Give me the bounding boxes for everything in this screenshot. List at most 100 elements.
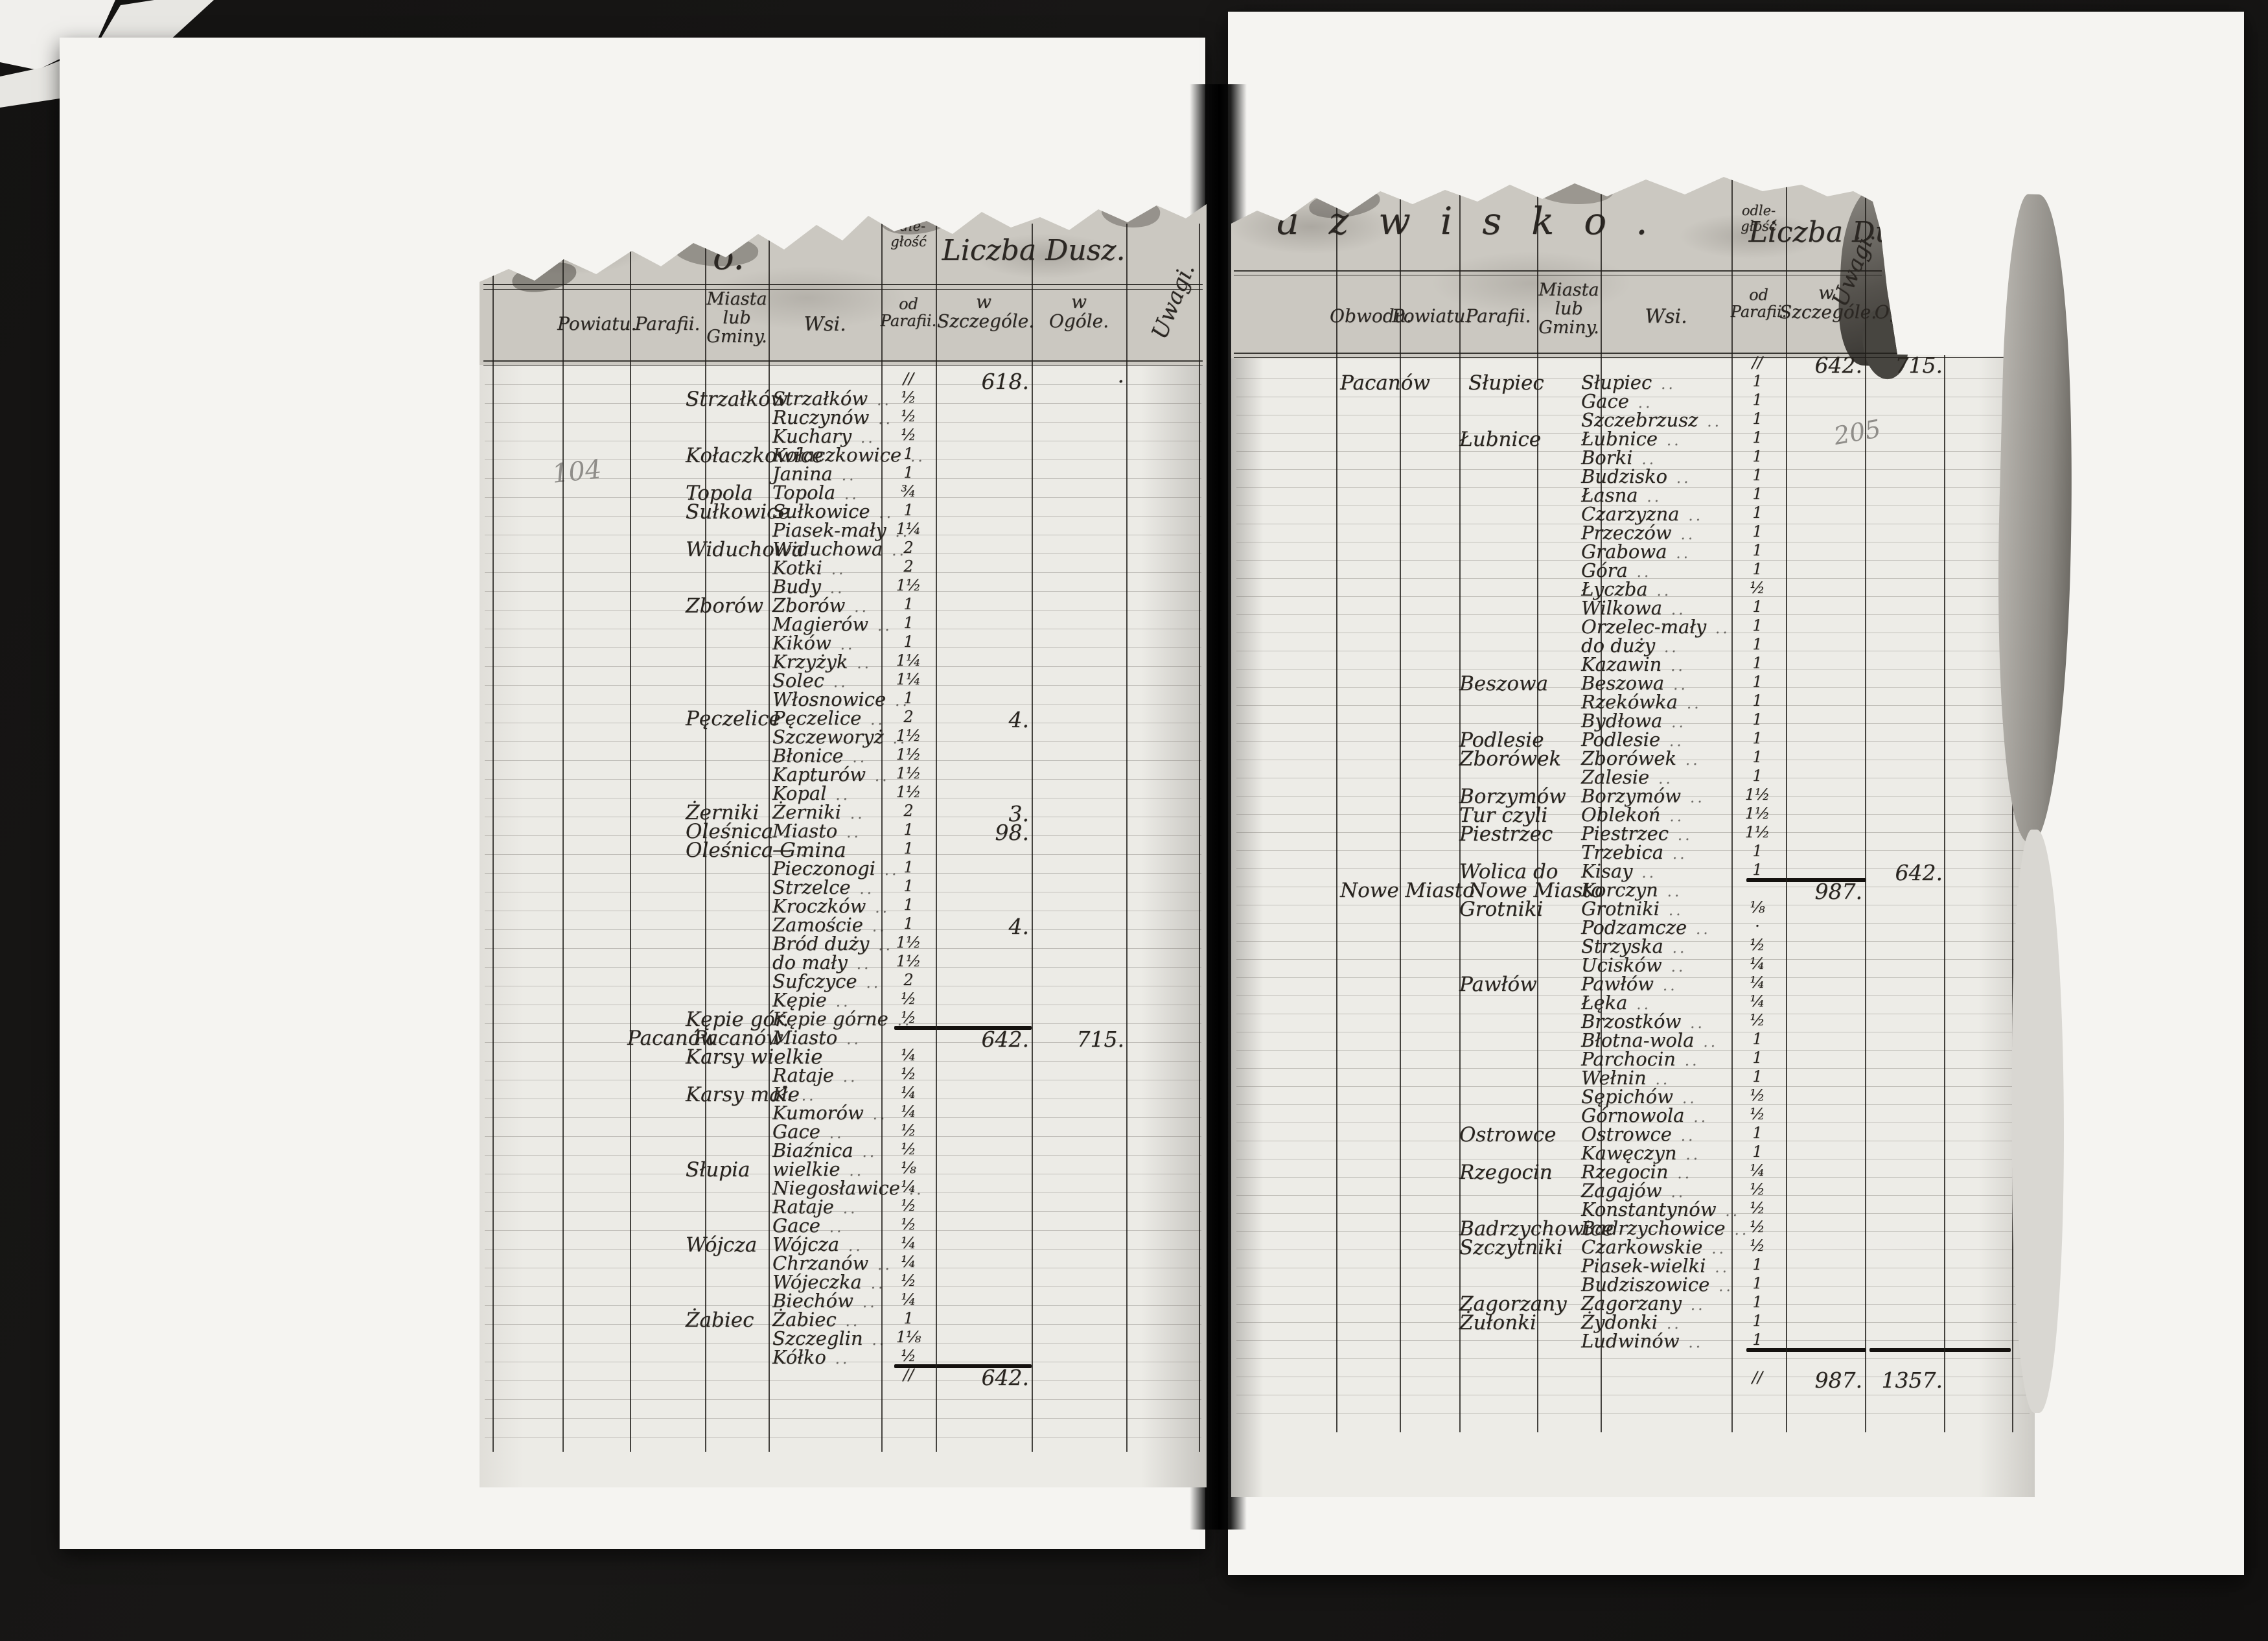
distance-value: ¼ — [901, 1084, 916, 1102]
column-line — [936, 224, 937, 1452]
village-name: Kroczków — [772, 897, 887, 916]
distance-value: ¼ — [1750, 973, 1765, 992]
distance-value: 1 — [1752, 842, 1763, 860]
distance-value: ½ — [901, 407, 916, 425]
parish-name: Kępie gór. — [686, 1008, 789, 1031]
distance-value: ∕∕ — [1752, 1368, 1763, 1386]
table-row: Chrzanów ¼ — [480, 1254, 1207, 1273]
table-row: ∕∕ 642. 715. — [1231, 355, 2035, 376]
distance-value: ½ — [901, 1065, 916, 1083]
village-name: Oblekoń — [1581, 806, 1682, 824]
table-row: PacanówPacanówMiasto642.715. — [480, 1027, 1207, 1051]
village-name: Borzymów — [1581, 787, 1702, 806]
souls-detail-value: 4. — [1008, 914, 1030, 939]
column-line — [562, 224, 564, 1452]
village-name: Kisay — [1581, 862, 1654, 881]
table-row: ∕∕ 642. — [480, 1367, 1207, 1388]
village-name: Zborów — [772, 596, 866, 615]
distance-value: 1½ — [1744, 804, 1770, 822]
distance-value: 1 — [1752, 692, 1763, 710]
parish-name: Pacanów — [627, 1027, 717, 1050]
distance-value: 1 — [1752, 1030, 1763, 1048]
village-name: Ludwinów — [1581, 1332, 1700, 1351]
distance-value: ½ — [901, 1347, 916, 1365]
table-row: Janina 1 — [480, 465, 1207, 483]
column-line — [1944, 178, 1945, 1432]
distance-value: ½ — [1750, 1180, 1765, 1198]
header-rule — [483, 360, 1203, 362]
village-name: Miasto — [772, 1029, 859, 1047]
table-row: Zalesie 1 — [1231, 768, 2035, 787]
village-name: Zagorzany — [1581, 1294, 1702, 1313]
table-row: Zagorzany Zagorzany 1 — [1231, 1293, 2035, 1314]
distance-value: 1 — [903, 1309, 914, 1327]
distance-value: 1 — [903, 595, 914, 613]
distance-value: · — [1755, 917, 1760, 935]
village-name: Piasek-wielki — [1581, 1257, 1727, 1275]
table-row: Rataje ½ — [480, 1066, 1207, 1085]
distance-value: ½ — [1750, 1199, 1765, 1217]
parish-name: Podlesie — [1459, 728, 1544, 752]
souls-total-value: · — [1117, 369, 1125, 394]
village-name: Błotna-wola — [1581, 1031, 1715, 1050]
distance-value: 1½ — [1744, 786, 1770, 804]
village-name: Budy — [772, 577, 842, 596]
table-row: SułkowiceSułkowice1 — [480, 502, 1207, 522]
sum-line — [894, 1364, 1032, 1368]
table-row: Ostrowce Ostrowce 1 — [1231, 1123, 2035, 1146]
distance-value: 1½ — [896, 745, 921, 763]
table-row: Ruczynów ½ — [480, 408, 1207, 427]
distance-value: 1 — [1752, 1293, 1763, 1311]
distance-value: 1 — [903, 896, 914, 914]
parish-name: Pęczelice — [686, 707, 781, 730]
village-name: Ruczynów — [772, 408, 890, 427]
col-header-powiatu: Powiatu. — [1392, 305, 1472, 327]
table-row: Góra 1 — [1231, 561, 2035, 580]
table-row: Bród duży 1½ — [480, 935, 1207, 953]
distance-value: 1 — [1752, 1143, 1763, 1161]
distance-value: 1 — [1752, 729, 1763, 747]
distance-value: ½ — [901, 1140, 916, 1158]
table-row: Topola Topola ¾ — [480, 483, 1207, 504]
distance-value: 1 — [1752, 1255, 1763, 1274]
table-row: Wójeczka ½ — [480, 1273, 1207, 1292]
table-row: Borzymów Borzymów 1½ — [1231, 786, 2035, 807]
parish-name: Ostrowce — [1459, 1123, 1556, 1146]
table-row: Szczebrzusz1 — [1231, 411, 2035, 430]
distance-value: 1 — [903, 614, 914, 632]
column-line — [705, 224, 706, 1452]
village-name: Kopal — [772, 784, 848, 803]
column-line — [1601, 178, 1602, 1432]
table-row: Pawłów Pawłów ¼ — [1231, 973, 2035, 995]
distance-header-line1: odle- — [1741, 203, 1776, 218]
distance-value: 1 — [903, 877, 914, 895]
village-name: Kotki — [772, 559, 843, 577]
distance-value: ½ — [1750, 1011, 1765, 1029]
table-row: Kuchary ½ — [480, 427, 1207, 446]
table-row: Żabiec Żabiec 1 — [480, 1309, 1207, 1331]
distance-value: ∕∕ — [903, 369, 914, 388]
distance-value: 1 — [1752, 1312, 1763, 1330]
parish-name: Tur czyli — [1459, 804, 1548, 827]
souls-total-value: 642. — [1895, 860, 1943, 885]
village-name: Bród duży — [772, 935, 890, 953]
table-row: Rzekówka 1 — [1231, 693, 2035, 712]
table-row: WiduchowaWiduchowa2 — [480, 540, 1207, 560]
village-name: Łęka — [1581, 994, 1649, 1012]
table-row: Górnowola ½ — [1231, 1106, 2035, 1125]
village-name: K. — [772, 1085, 813, 1104]
distance-value: ½ — [901, 1196, 916, 1215]
table-row: Podzamcze · — [1231, 918, 2035, 937]
village-name: Solec — [772, 671, 845, 690]
distance-value: 1 — [903, 839, 914, 857]
distance-value: 1 — [903, 633, 914, 651]
village-name: Zagajów — [1581, 1181, 1683, 1200]
table-row: Zborówek Zborówek 1 — [1231, 749, 2035, 769]
village-name: Magierów — [772, 615, 890, 634]
table-row: Podlesie Podlesie 1 — [1231, 728, 2035, 752]
table-row: Kapturów 1½ — [480, 765, 1207, 784]
village-name: Kumorów — [772, 1104, 885, 1123]
village-name: Kapturów — [772, 765, 886, 784]
village-name: Parchocin — [1581, 1050, 1696, 1069]
